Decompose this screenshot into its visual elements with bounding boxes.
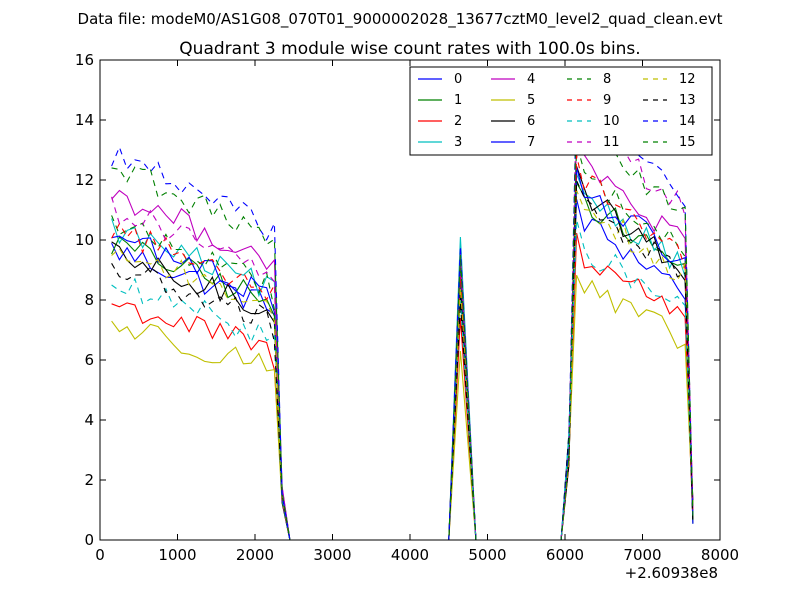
legend-label-9: 9 bbox=[603, 93, 611, 108]
figure-suptitle: Data file: modeM0/AS1G08_070T01_90000020… bbox=[78, 10, 723, 29]
y-tick-label: 12 bbox=[75, 171, 94, 189]
legend-label-5: 5 bbox=[527, 93, 535, 108]
series-line-8 bbox=[111, 143, 694, 541]
legend-label-14: 14 bbox=[679, 114, 696, 129]
y-tick-label: 10 bbox=[75, 231, 94, 249]
x-tick-label: 2000 bbox=[236, 546, 274, 564]
legend-label-13: 13 bbox=[679, 93, 696, 108]
tick-layer: 0 1000 2000 3000 4000 5000 6000 7000 80000246810… bbox=[75, 51, 739, 564]
x-tick-label: 8000 bbox=[701, 546, 739, 564]
legend-label-0: 0 bbox=[454, 72, 462, 87]
x-tick-label: 0 bbox=[95, 546, 105, 564]
legend-label-7: 7 bbox=[527, 135, 535, 150]
legend-label-12: 12 bbox=[679, 72, 696, 87]
series-layer bbox=[111, 85, 694, 541]
y-tick-label: 16 bbox=[75, 51, 94, 69]
x-offset-label: +2.60938e8 bbox=[625, 564, 718, 582]
legend-label-2: 2 bbox=[454, 114, 462, 129]
legend-box bbox=[409, 66, 713, 156]
legend-label-1: 1 bbox=[454, 93, 462, 108]
legend-label-8: 8 bbox=[603, 72, 611, 87]
legend-label-4: 4 bbox=[527, 72, 535, 87]
legend-label-6: 6 bbox=[527, 114, 535, 129]
x-tick-label: 6000 bbox=[546, 546, 584, 564]
y-tick-label: 0 bbox=[84, 531, 94, 549]
x-tick-label: 4000 bbox=[391, 546, 429, 564]
y-tick-label: 2 bbox=[84, 471, 94, 489]
legend-label-10: 10 bbox=[603, 114, 620, 129]
x-tick-label: 3000 bbox=[313, 546, 351, 564]
legend-label-11: 11 bbox=[603, 135, 620, 150]
legend-label-15: 15 bbox=[679, 135, 696, 150]
chart-title: Quadrant 3 module wise count rates with … bbox=[179, 39, 640, 59]
y-tick-label: 8 bbox=[84, 291, 94, 309]
x-tick-label: 5000 bbox=[468, 546, 506, 564]
x-tick-label: 7000 bbox=[623, 546, 661, 564]
y-tick-label: 14 bbox=[75, 111, 94, 129]
series-line-10 bbox=[111, 219, 694, 541]
legend-label-3: 3 bbox=[454, 135, 462, 150]
y-tick-label: 6 bbox=[84, 351, 94, 369]
y-tick-label: 4 bbox=[84, 411, 94, 429]
series-line-15 bbox=[111, 101, 694, 541]
x-tick-label: 1000 bbox=[158, 546, 196, 564]
